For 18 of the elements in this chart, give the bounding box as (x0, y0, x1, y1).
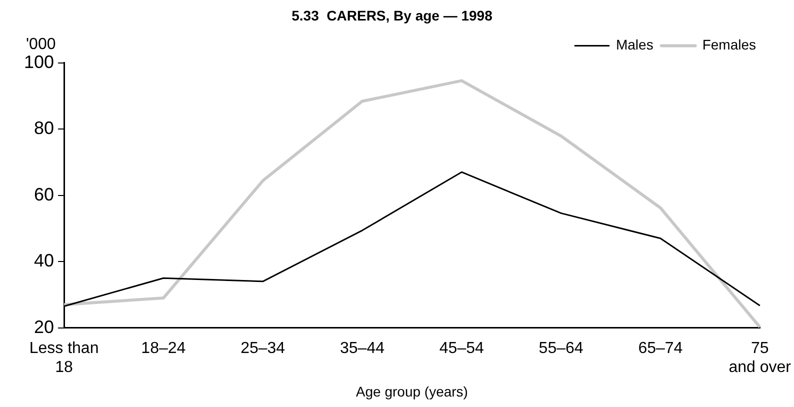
x-tick-label: 45–54 (439, 340, 484, 357)
chart-title: 5.33 CARERS, By age — 1998 (292, 7, 493, 24)
x-tick-label: 35–44 (340, 340, 385, 357)
legend-label: Males (616, 36, 654, 53)
y-tick-label: 40 (34, 250, 54, 271)
y-tick-label: 20 (34, 316, 54, 337)
y-tick-label: 60 (34, 184, 54, 204)
x-tick-label: 18–24 (141, 340, 186, 357)
x-axis-title: Age group (years) (356, 383, 468, 400)
x-tick-label: 65–74 (638, 340, 683, 357)
y-tick-label: 100 (24, 52, 54, 72)
legend-label: Females (702, 36, 756, 53)
x-tick-label: Less than 18 (29, 340, 99, 376)
x-tick-label: 25–34 (240, 340, 286, 357)
x-tick-label: 55–64 (538, 340, 584, 357)
x-tick-label: 75 and over (728, 340, 792, 376)
y-axis-title: '000 (26, 36, 56, 54)
y-tick-label: 80 (34, 118, 54, 138)
